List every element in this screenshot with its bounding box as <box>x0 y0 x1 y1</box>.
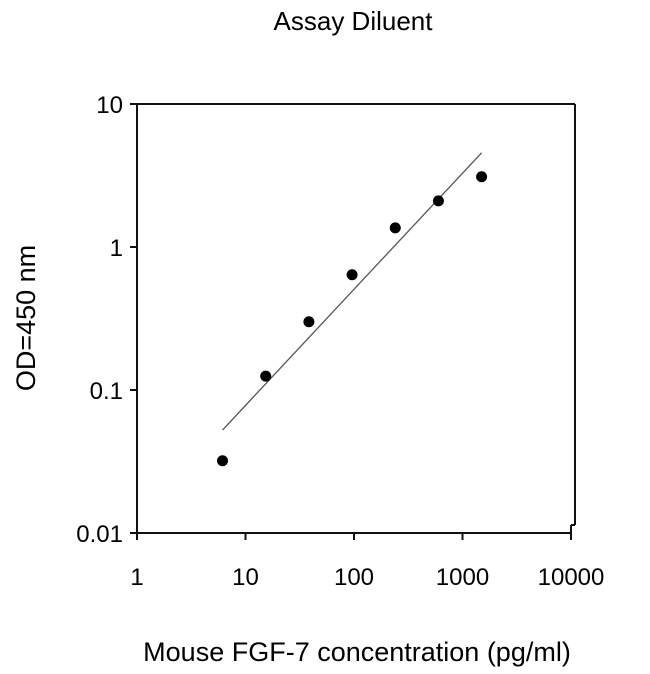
y-tick-label: 0.1 <box>90 378 123 405</box>
data-point <box>432 195 444 207</box>
data-point <box>303 316 315 328</box>
plot-frame <box>136 103 576 534</box>
x-tick-label: 1 <box>130 564 143 591</box>
fit-line <box>222 152 483 431</box>
data-point <box>346 269 358 281</box>
y-axis-ticks <box>130 103 137 534</box>
y-tick-label: 0.01 <box>76 521 123 548</box>
data-point <box>260 370 272 382</box>
x-axis-tick-labels: 1 10 100 1000 10000 <box>130 564 604 591</box>
x-tick-label: 10000 <box>538 564 605 591</box>
x-axis-label: Mouse FGF-7 concentration (pg/ml) <box>143 637 571 667</box>
data-point <box>389 222 401 234</box>
y-axis-tick-labels: 0.01 0.1 1 10 <box>76 92 123 548</box>
y-tick-label: 10 <box>96 92 123 119</box>
data-points <box>217 171 488 467</box>
x-tick-label: 10 <box>232 564 259 591</box>
y-tick-label: 1 <box>110 235 123 262</box>
data-point <box>217 455 229 467</box>
x-tick-label: 100 <box>334 564 374 591</box>
x-axis-ticks <box>136 533 572 540</box>
chart-title: Assay Diluent <box>274 6 434 36</box>
x-tick-label: 1000 <box>436 564 489 591</box>
data-point <box>476 171 488 183</box>
y-axis-label: OD=450 nm <box>11 245 41 391</box>
